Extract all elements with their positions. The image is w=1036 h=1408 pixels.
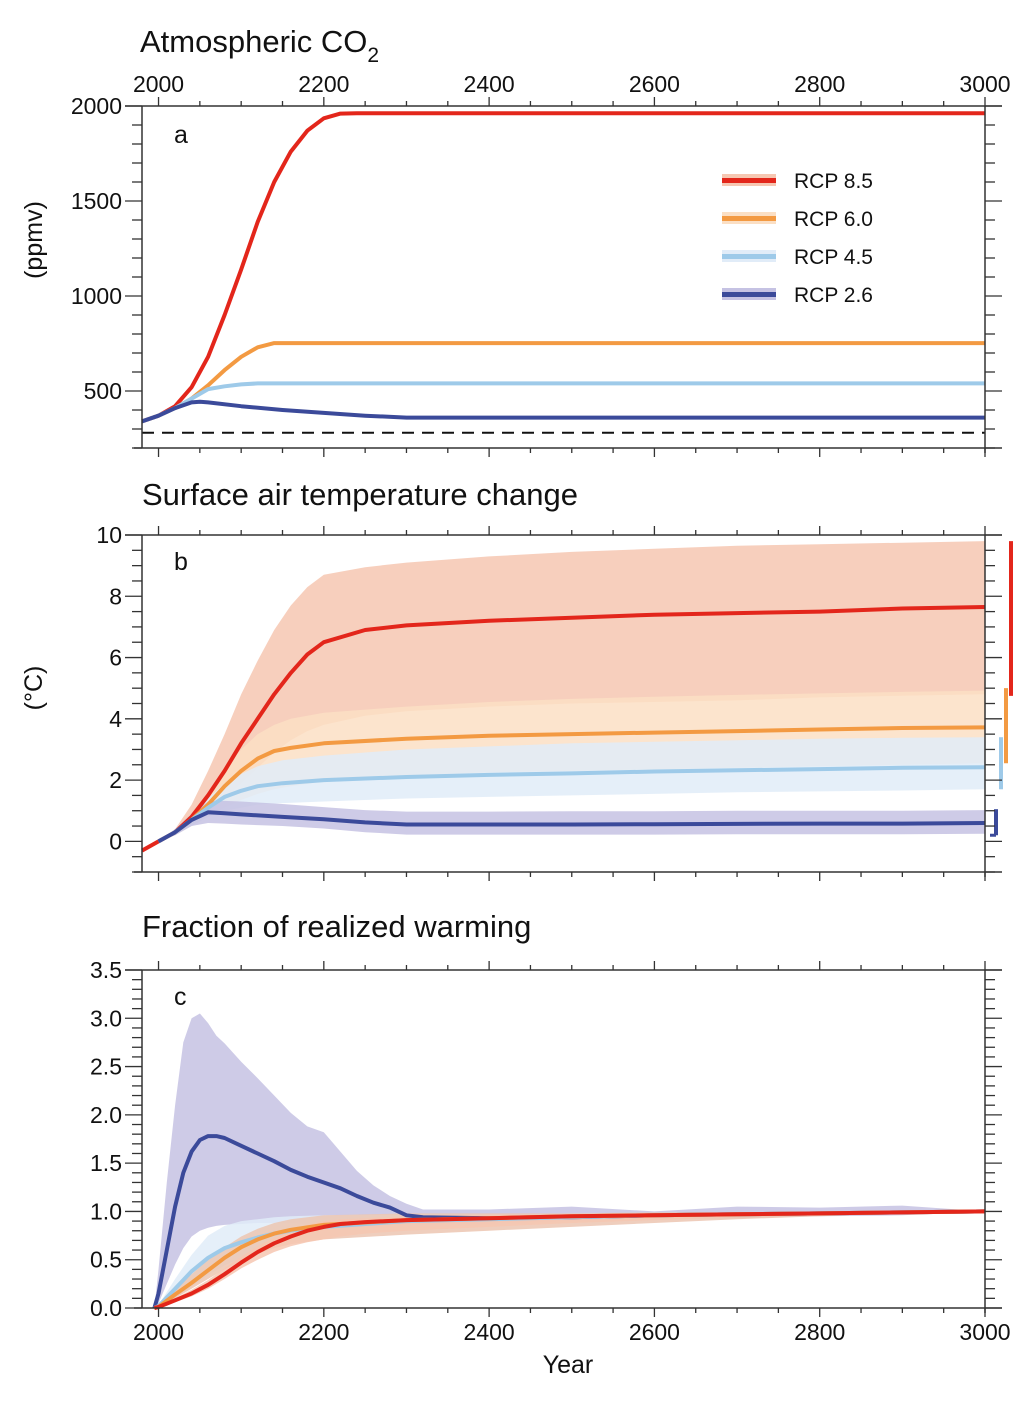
legend: RCP 8.5 RCP 6.0 RCP 4.5 RCP 2.6 [722, 170, 873, 307]
legend-label-rcp60: RCP 6.0 [794, 208, 873, 231]
panel-c-letter: c [174, 983, 187, 1011]
line-b-rcp60 [157, 725, 986, 844]
y-tick-label: 1500 [71, 188, 122, 214]
x-tick-label: 3000 [959, 71, 1010, 97]
legend-label-rcp45: RCP 4.5 [794, 246, 873, 269]
y-tick-label: 6 [109, 645, 122, 671]
y-tick-label: 2.5 [90, 1054, 122, 1080]
x-tick-label: 2600 [629, 1319, 680, 1345]
legend-swatch-line-rcp60 [722, 216, 776, 221]
band-b-rcp26 [158, 800, 985, 842]
legend-label-rcp85: RCP 8.5 [794, 170, 873, 193]
panel-c-fraction: Fraction of realized warming c 2000 2200 2… [90, 909, 1011, 1379]
panel-b-title: Surface air temperature change [142, 477, 578, 512]
band-b-rcp45 [158, 737, 985, 842]
legend-item-rcp26: RCP 2.6 [722, 284, 873, 307]
panel-a-ylabel: (ppmv) [20, 201, 48, 279]
y-tick-label: 1000 [71, 283, 122, 309]
x-tick-label: 2200 [298, 1319, 349, 1345]
panel-c-xlabel: Year [543, 1351, 594, 1379]
line-b-rcp26 [157, 810, 986, 844]
y-tick-label: 2.0 [90, 1102, 122, 1128]
y-tick-label: 3.5 [90, 957, 122, 983]
y-tick-label: 2 [109, 767, 122, 793]
x-tick-label: 2400 [464, 71, 515, 97]
y-tick-label: 0 [109, 828, 122, 854]
panel-a-title: Atmospheric CO2 [140, 24, 379, 67]
legend-item-rcp85: RCP 8.5 [722, 170, 873, 193]
panel-a-letter: a [174, 121, 188, 149]
legend-swatch-line-rcp85 [722, 178, 776, 183]
panel-b-letter: b [174, 548, 188, 576]
y-tick-label: 0.0 [90, 1295, 122, 1321]
line-b-rcp85 [141, 605, 986, 853]
y-tick-label: 3.0 [90, 1005, 122, 1031]
band-c-rcp60 [154, 1211, 985, 1308]
panel-b-ylabel: (°C) [20, 666, 48, 711]
panel-b-temperature: Surface air temperature change (°C) b 0 2… [20, 477, 1013, 881]
legend-item-rcp45: RCP 4.5 [722, 246, 873, 269]
y-tick-label: 500 [84, 378, 122, 404]
line-a-rcp85 [141, 111, 985, 424]
x-tick-label: 2200 [298, 71, 349, 97]
x-tick-label: 2800 [794, 71, 845, 97]
line-c-rcp85 [153, 1209, 986, 1310]
y-tick-label: 10 [96, 522, 122, 548]
x-tick-label: 2800 [794, 1319, 845, 1345]
line-a-rcp26 [141, 399, 985, 424]
y-tick-label: 4 [109, 706, 122, 732]
x-tick-label: 2600 [629, 71, 680, 97]
x-tick-label: 2000 [133, 1319, 184, 1345]
y-tick-label: 0.5 [90, 1247, 122, 1273]
y-tick-label: 1.0 [90, 1198, 122, 1224]
y-tick-label: 2000 [71, 93, 122, 119]
x-tick-label: 3000 [959, 1319, 1010, 1345]
y-tick-label: 8 [109, 583, 122, 609]
x-tick-label: 2400 [464, 1319, 515, 1345]
panel-c-title: Fraction of realized warming [142, 909, 531, 944]
line-b-rcp45 [157, 765, 986, 844]
x-tick-label: 2000 [133, 71, 184, 97]
band-b-rcp85 [142, 541, 985, 851]
y-tick-label: 1.5 [90, 1150, 122, 1176]
band-c-rcp26 [154, 1013, 985, 1308]
legend-label-rcp26: RCP 2.6 [794, 284, 873, 307]
legend-swatch-line-rcp45 [722, 254, 776, 259]
panel-a-co2: Atmospheric CO2 (ppmv) a 2000 2200 2400 260… [20, 24, 1011, 457]
legend-swatch-line-rcp26 [722, 292, 776, 297]
legend-item-rcp60: RCP 6.0 [722, 208, 873, 231]
